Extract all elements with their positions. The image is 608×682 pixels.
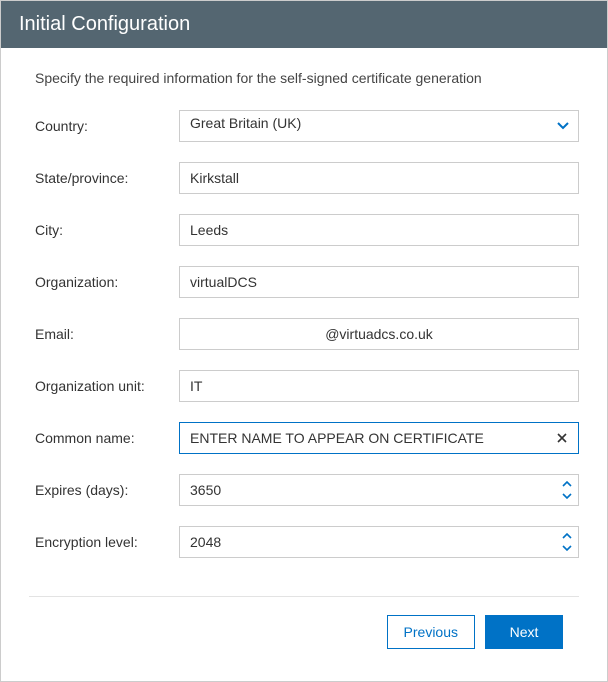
expires-spinner — [179, 474, 579, 506]
encryption-spinner-buttons — [559, 526, 575, 558]
label-encryption: Encryption level: — [29, 534, 179, 550]
label-organization: Organization: — [29, 274, 179, 290]
encryption-step-down[interactable] — [559, 542, 575, 554]
city-input[interactable] — [179, 214, 579, 246]
dialog-description: Specify the required information for the… — [35, 70, 579, 86]
country-value: Great Britain (UK) — [179, 110, 579, 142]
label-email: Email: — [29, 326, 179, 342]
row-email: Email: — [29, 318, 579, 350]
expires-step-down[interactable] — [559, 490, 575, 502]
org-unit-field-wrap — [179, 370, 579, 402]
expires-step-up[interactable] — [559, 478, 575, 490]
dialog: Initial Configuration Specify the requir… — [0, 0, 608, 682]
row-encryption: Encryption level: — [29, 526, 579, 558]
encryption-step-up[interactable] — [559, 530, 575, 542]
label-common-name: Common name: — [29, 430, 179, 446]
label-city: City: — [29, 222, 179, 238]
label-expires: Expires (days): — [29, 482, 179, 498]
state-input[interactable] — [179, 162, 579, 194]
expires-spinner-buttons — [559, 474, 575, 506]
common-name-input[interactable] — [179, 422, 579, 454]
row-expires: Expires (days): — [29, 474, 579, 506]
row-state: State/province: — [29, 162, 579, 194]
expires-input[interactable] — [179, 474, 579, 506]
encryption-input[interactable] — [179, 526, 579, 558]
label-state: State/province: — [29, 170, 179, 186]
common-name-field-wrap — [179, 422, 579, 454]
dialog-content: Specify the required information for the… — [1, 48, 607, 681]
row-org-unit: Organization unit: — [29, 370, 579, 402]
row-country: Country: Great Britain (UK) — [29, 110, 579, 142]
email-input[interactable] — [179, 318, 579, 350]
row-city: City: — [29, 214, 579, 246]
row-organization: Organization: — [29, 266, 579, 298]
dialog-title: Initial Configuration — [1, 1, 607, 48]
row-common-name: Common name: — [29, 422, 579, 454]
label-country: Country: — [29, 118, 179, 134]
country-select[interactable]: Great Britain (UK) — [179, 110, 579, 142]
dialog-footer: Previous Next — [29, 596, 579, 663]
next-button[interactable]: Next — [485, 615, 563, 649]
city-field-wrap — [179, 214, 579, 246]
state-field-wrap — [179, 162, 579, 194]
email-field-wrap — [179, 318, 579, 350]
encryption-spinner — [179, 526, 579, 558]
organization-field-wrap — [179, 266, 579, 298]
label-org-unit: Organization unit: — [29, 378, 179, 394]
clear-icon[interactable] — [553, 429, 571, 447]
organization-input[interactable] — [179, 266, 579, 298]
org-unit-input[interactable] — [179, 370, 579, 402]
previous-button[interactable]: Previous — [387, 615, 475, 649]
